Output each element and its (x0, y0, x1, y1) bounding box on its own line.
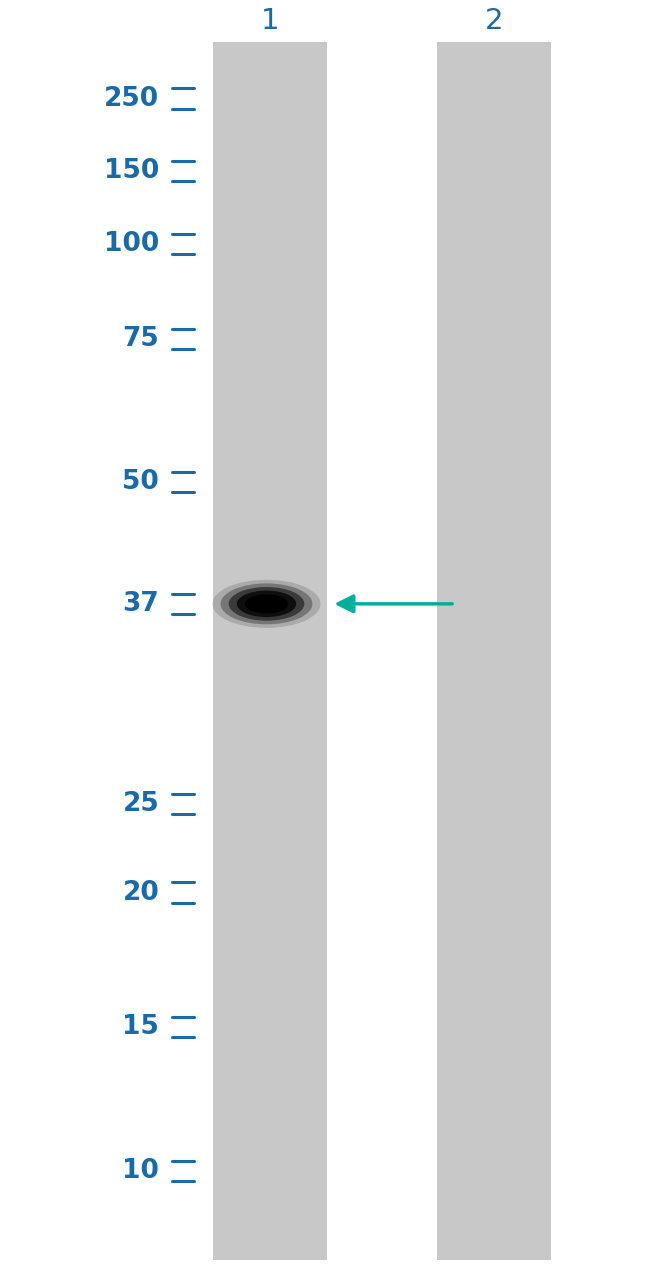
Bar (213, 42, 326, 1260)
Text: 25: 25 (122, 791, 159, 817)
Text: 20: 20 (122, 880, 159, 906)
Text: 1: 1 (261, 8, 279, 36)
Text: 15: 15 (122, 1013, 159, 1040)
Ellipse shape (220, 583, 313, 625)
Bar (437, 42, 551, 1260)
Text: 10: 10 (122, 1158, 159, 1184)
Ellipse shape (237, 591, 296, 617)
Ellipse shape (229, 587, 304, 621)
Ellipse shape (245, 594, 288, 613)
Text: 100: 100 (104, 231, 159, 258)
Text: 50: 50 (122, 470, 159, 495)
Text: 75: 75 (122, 326, 159, 352)
Text: 37: 37 (122, 591, 159, 617)
Text: 2: 2 (485, 8, 503, 36)
Ellipse shape (213, 580, 320, 627)
Text: 150: 150 (104, 157, 159, 184)
Text: 250: 250 (104, 85, 159, 112)
